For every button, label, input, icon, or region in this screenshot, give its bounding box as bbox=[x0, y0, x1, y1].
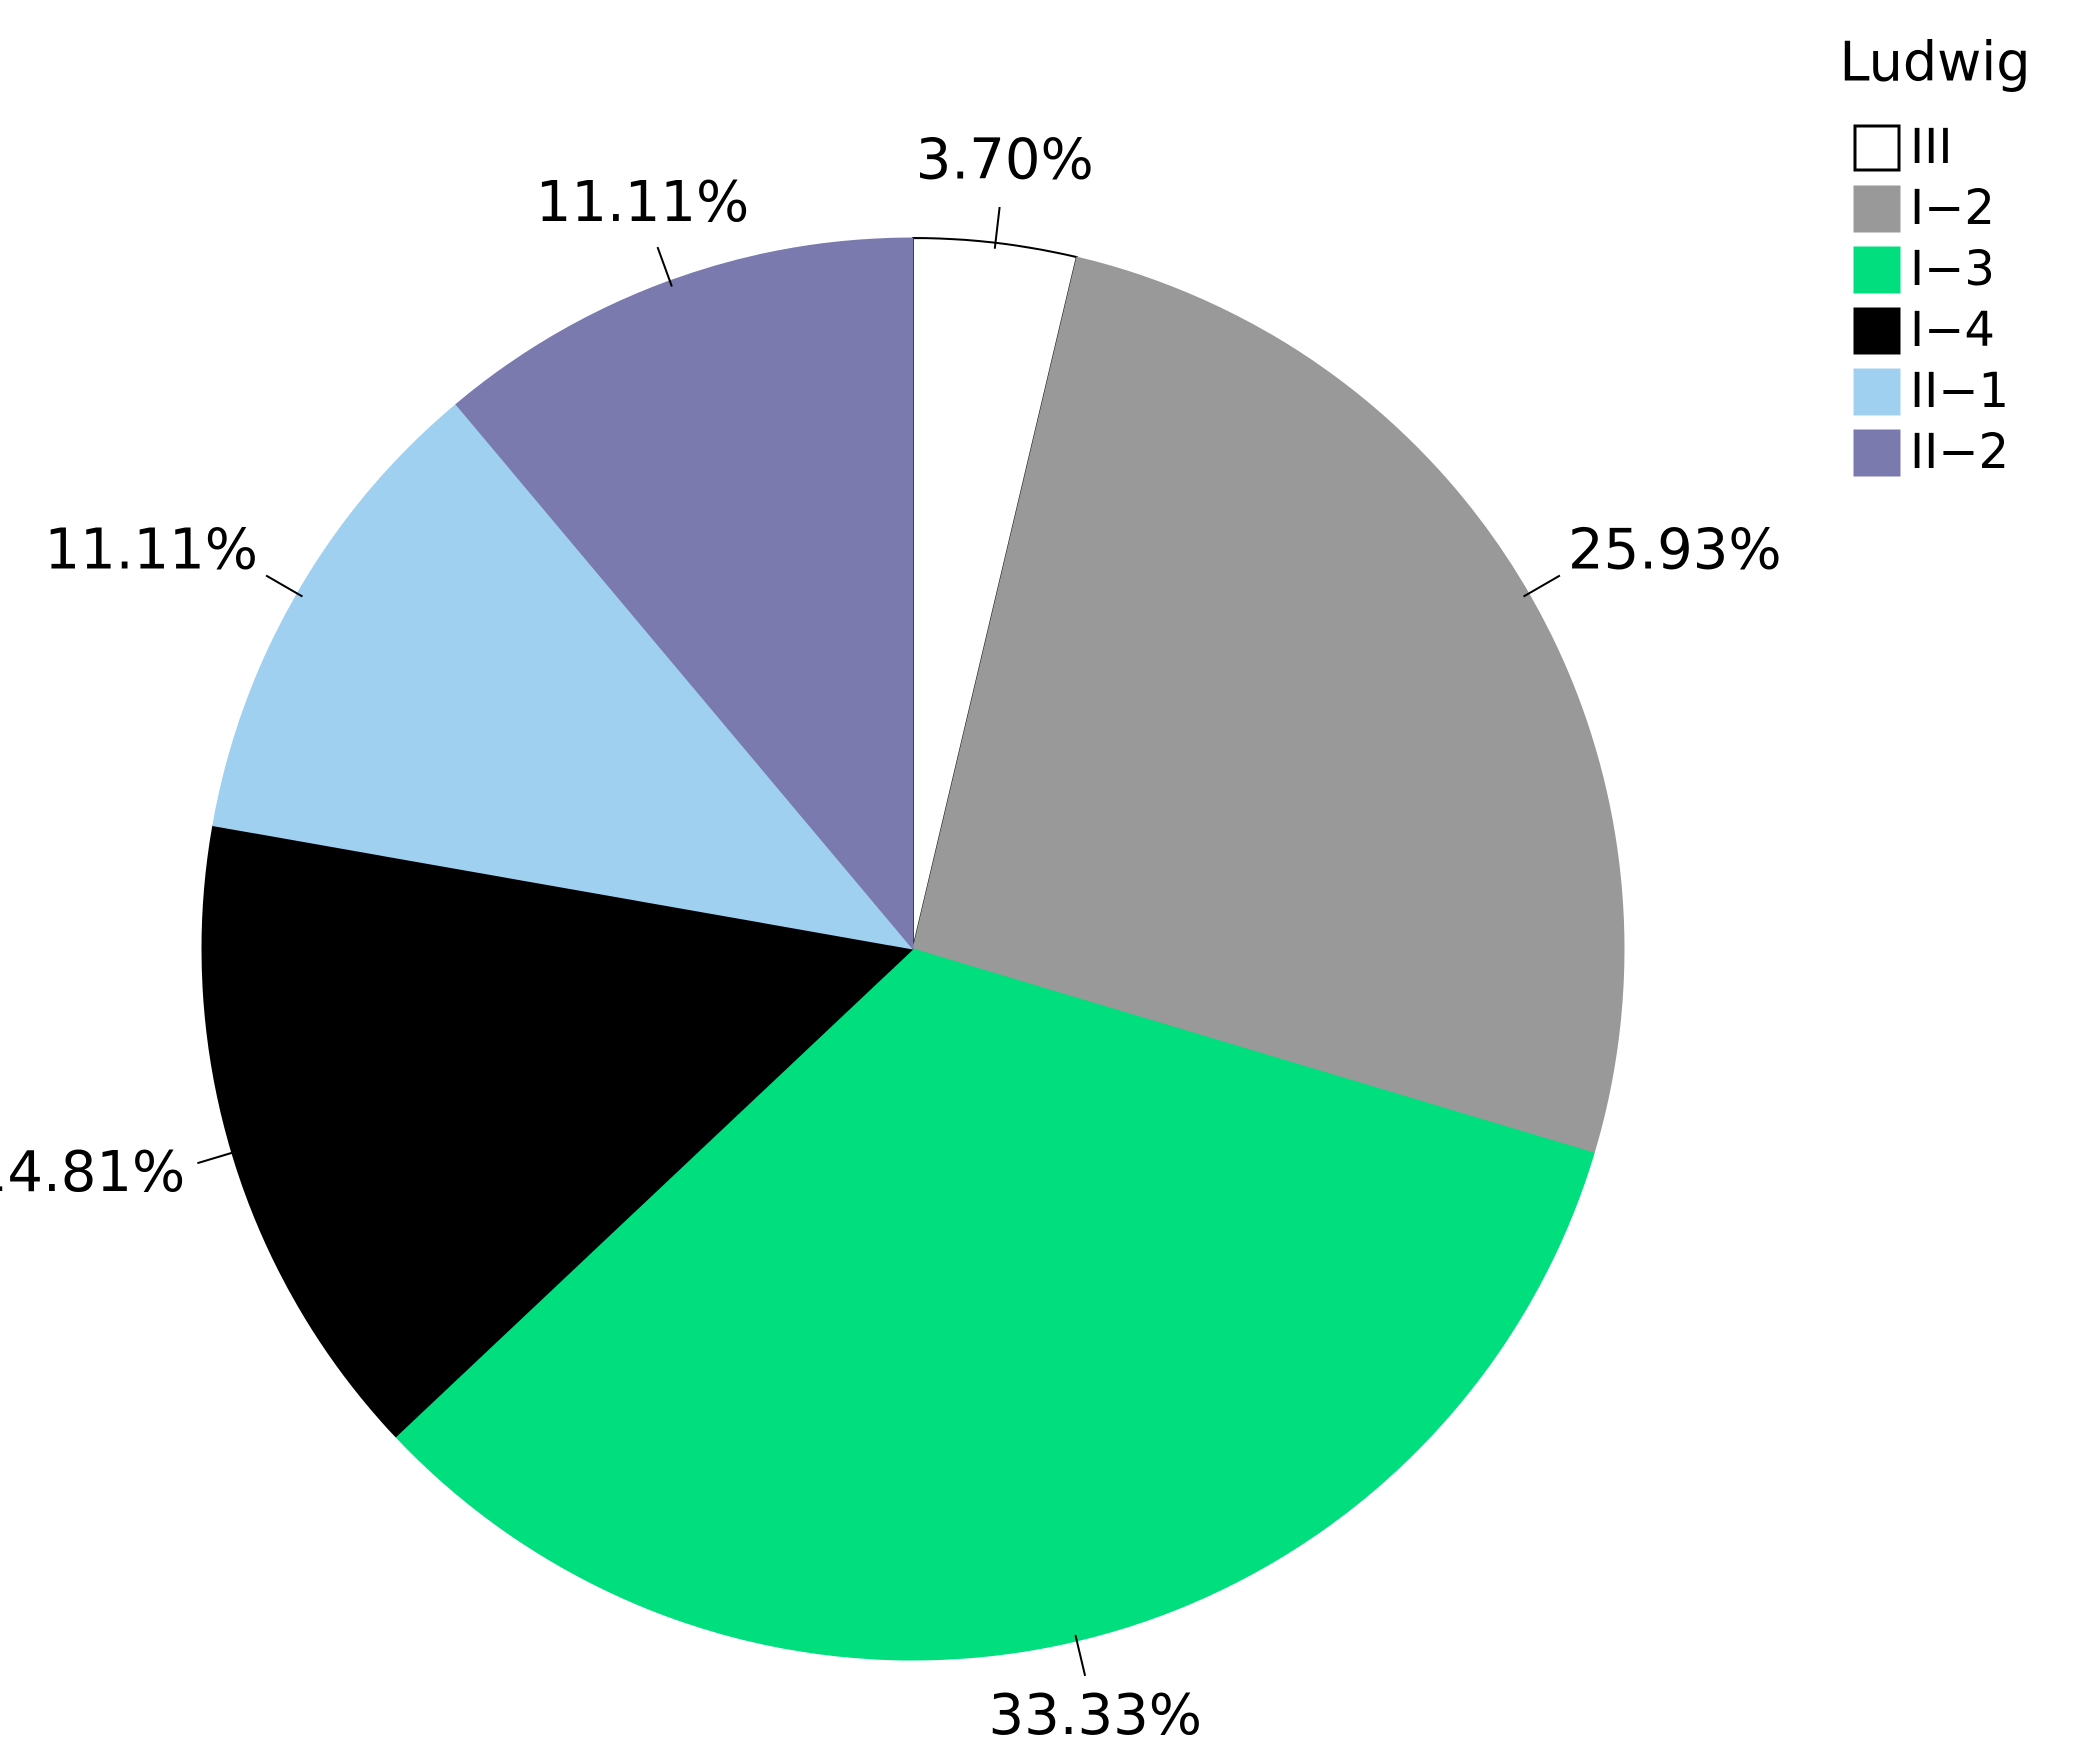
leader-line bbox=[265, 574, 303, 598]
leader-line bbox=[656, 246, 673, 287]
legend-swatch bbox=[1853, 124, 1901, 172]
legend-label: I−3 bbox=[1910, 241, 1995, 297]
legend-label: II−1 bbox=[1910, 363, 2009, 419]
legend-label: III bbox=[1910, 119, 1952, 175]
legend-swatch bbox=[1853, 368, 1901, 416]
data-label: 33.33% bbox=[988, 1683, 1202, 1748]
legend-label: I−4 bbox=[1910, 302, 1995, 358]
leader-line bbox=[1523, 574, 1561, 598]
legend-swatch bbox=[1853, 429, 1901, 477]
leader-line bbox=[993, 206, 1001, 249]
data-label: 14.81% bbox=[0, 1140, 185, 1205]
legend-label: I−2 bbox=[1910, 180, 1995, 236]
data-label: 3.70% bbox=[916, 127, 1094, 192]
data-label: 11.11% bbox=[536, 170, 750, 235]
leader-line bbox=[1074, 1634, 1087, 1677]
data-label: 25.93% bbox=[1568, 518, 1782, 583]
legend-swatch bbox=[1853, 185, 1901, 233]
legend-swatch bbox=[1853, 246, 1901, 294]
legend-title: Ludwig bbox=[1839, 31, 2030, 94]
data-label: 11.11% bbox=[44, 518, 258, 583]
leader-line bbox=[197, 1150, 238, 1165]
legend-swatch bbox=[1853, 307, 1901, 355]
legend-label: II−2 bbox=[1910, 424, 2009, 480]
